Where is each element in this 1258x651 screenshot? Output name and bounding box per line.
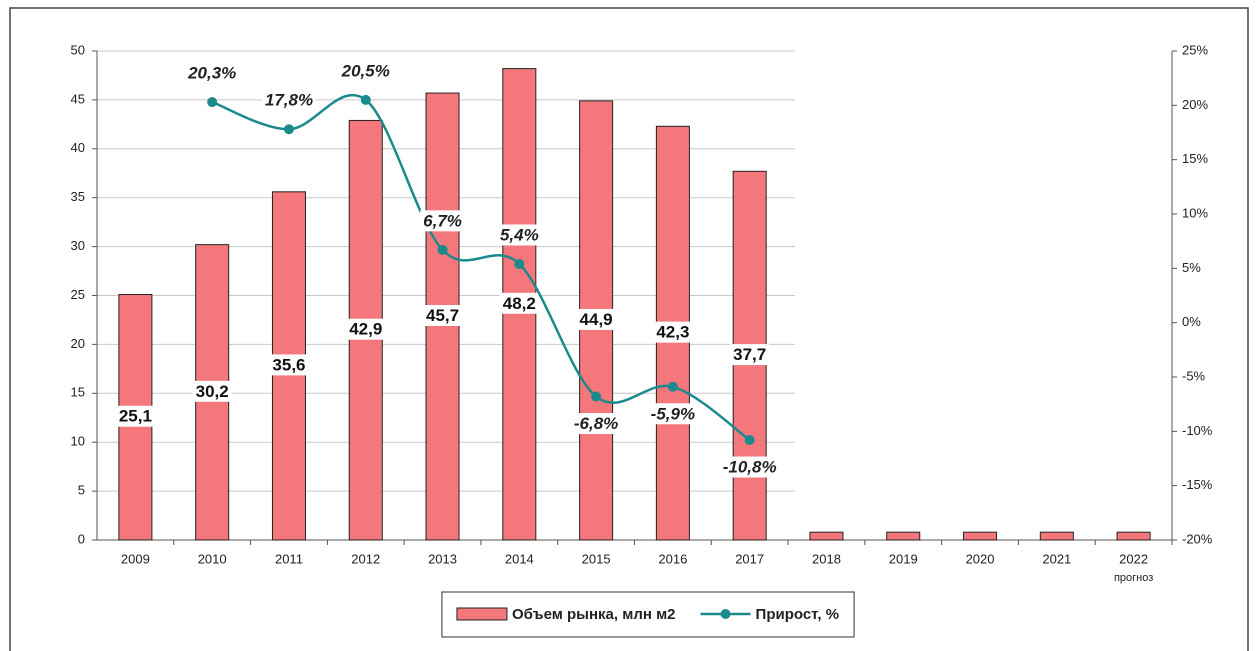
x-tick-label: 2022 bbox=[1119, 551, 1148, 566]
annotation: прогноз bbox=[1114, 572, 1153, 584]
bar bbox=[1039, 531, 1074, 541]
legend-swatch bbox=[456, 607, 508, 621]
data-label-bg bbox=[422, 305, 463, 327]
y2-tick-label: -10% bbox=[1182, 423, 1213, 438]
line-point bbox=[437, 244, 448, 255]
y-tick-label: 25 bbox=[71, 287, 85, 302]
line bbox=[211, 93, 751, 442]
y2-tick-label: 25% bbox=[1182, 42, 1208, 57]
y-tick-label: 20 bbox=[71, 336, 85, 351]
data-label: 48,2 bbox=[503, 294, 536, 313]
data-label-bg bbox=[337, 60, 393, 82]
data-label: 25,1 bbox=[119, 407, 152, 426]
data-label: 42,9 bbox=[349, 320, 382, 339]
data-label-bg bbox=[499, 292, 539, 314]
x-tick-label: 2015 bbox=[582, 551, 611, 566]
data-label: 20,3% bbox=[187, 64, 236, 83]
y2-tick-label: -20% bbox=[1182, 531, 1213, 546]
data-label: 6,7% bbox=[423, 211, 462, 230]
data-label-bg bbox=[115, 405, 155, 427]
data-label: -10,8% bbox=[723, 458, 777, 477]
bar bbox=[886, 531, 921, 541]
data-label-bg bbox=[269, 354, 309, 376]
x-tick-label: 2021 bbox=[1042, 551, 1071, 566]
x-tick-label: 2013 bbox=[428, 551, 457, 566]
y-tick-label: 10 bbox=[71, 434, 85, 449]
line-point bbox=[207, 97, 218, 108]
data-label-bg bbox=[192, 380, 232, 402]
x-tick-label: 2009 bbox=[121, 551, 150, 566]
line-point bbox=[283, 124, 294, 135]
data-label-bg bbox=[570, 413, 622, 435]
y2-tick-label: -5% bbox=[1182, 368, 1206, 383]
line-point bbox=[667, 381, 678, 392]
y-tick-label: 45 bbox=[71, 91, 85, 106]
y-tick-label: 30 bbox=[71, 238, 85, 253]
y-tick-label: 5 bbox=[78, 483, 85, 498]
line-point bbox=[514, 258, 525, 269]
line-point bbox=[744, 435, 755, 446]
data-label: 37,7 bbox=[733, 345, 766, 364]
y-tick-label: 15 bbox=[71, 385, 85, 400]
data-label: 42,3 bbox=[656, 323, 689, 342]
legend: Объем рынка, млн м2 Прирост, % bbox=[441, 591, 855, 638]
bar bbox=[963, 531, 998, 541]
x-tick-label: 2010 bbox=[198, 551, 227, 566]
legend-swatch-point bbox=[720, 609, 731, 619]
data-label-bg bbox=[647, 403, 699, 425]
x-tick-label: 2014 bbox=[505, 551, 534, 566]
legend-label: Объем рынка, млн м2 bbox=[512, 606, 676, 623]
y-tick-label: 50 bbox=[71, 42, 85, 57]
data-label: 44,9 bbox=[580, 310, 613, 329]
y-tick-label: 35 bbox=[71, 189, 85, 204]
data-label-bg bbox=[576, 308, 616, 330]
data-label: 35,6 bbox=[272, 355, 305, 374]
line-point bbox=[591, 391, 602, 402]
data-label: 17,8% bbox=[265, 91, 313, 110]
data-label: 30,2 bbox=[196, 382, 229, 401]
data-label-bg bbox=[496, 224, 542, 246]
data-label-bg bbox=[653, 321, 693, 343]
data-label: -5,9% bbox=[651, 404, 695, 423]
data-label: 5,4% bbox=[500, 225, 539, 244]
bar bbox=[1116, 531, 1151, 541]
bar bbox=[809, 531, 844, 541]
x-tick-label: 2018 bbox=[812, 551, 841, 566]
data-label-bg bbox=[719, 456, 780, 478]
x-tick-label: 2017 bbox=[735, 551, 764, 566]
data-label: -6,8% bbox=[574, 414, 618, 433]
data-label-bg bbox=[346, 318, 386, 340]
x-tick-label: 2019 bbox=[889, 551, 918, 566]
y2-tick-label: 20% bbox=[1182, 97, 1208, 112]
data-label-bg bbox=[184, 62, 240, 84]
x-tick-label: 2012 bbox=[351, 551, 380, 566]
legend-label: Прирост, % bbox=[756, 606, 840, 623]
data-label-bg bbox=[261, 89, 317, 111]
legend-box bbox=[441, 591, 855, 638]
y-tick-label: 0 bbox=[78, 531, 85, 546]
y-tick-label: 40 bbox=[71, 140, 85, 155]
y2-tick-label: 10% bbox=[1182, 205, 1208, 220]
data-label-bg bbox=[730, 344, 770, 366]
line-point bbox=[360, 94, 371, 105]
y2-tick-label: 15% bbox=[1182, 151, 1208, 166]
data-label-bg bbox=[420, 210, 465, 232]
y2-tick-label: 5% bbox=[1182, 260, 1201, 275]
x-tick-label: 2020 bbox=[966, 551, 995, 566]
data-label: 20,5% bbox=[341, 61, 390, 80]
x-tick-label: 2016 bbox=[658, 551, 687, 566]
y2-tick-label: 0% bbox=[1182, 314, 1201, 329]
x-tick-label: 2011 bbox=[275, 551, 303, 566]
y2-tick-label: -15% bbox=[1182, 477, 1213, 492]
data-label: 45,7 bbox=[426, 306, 459, 325]
